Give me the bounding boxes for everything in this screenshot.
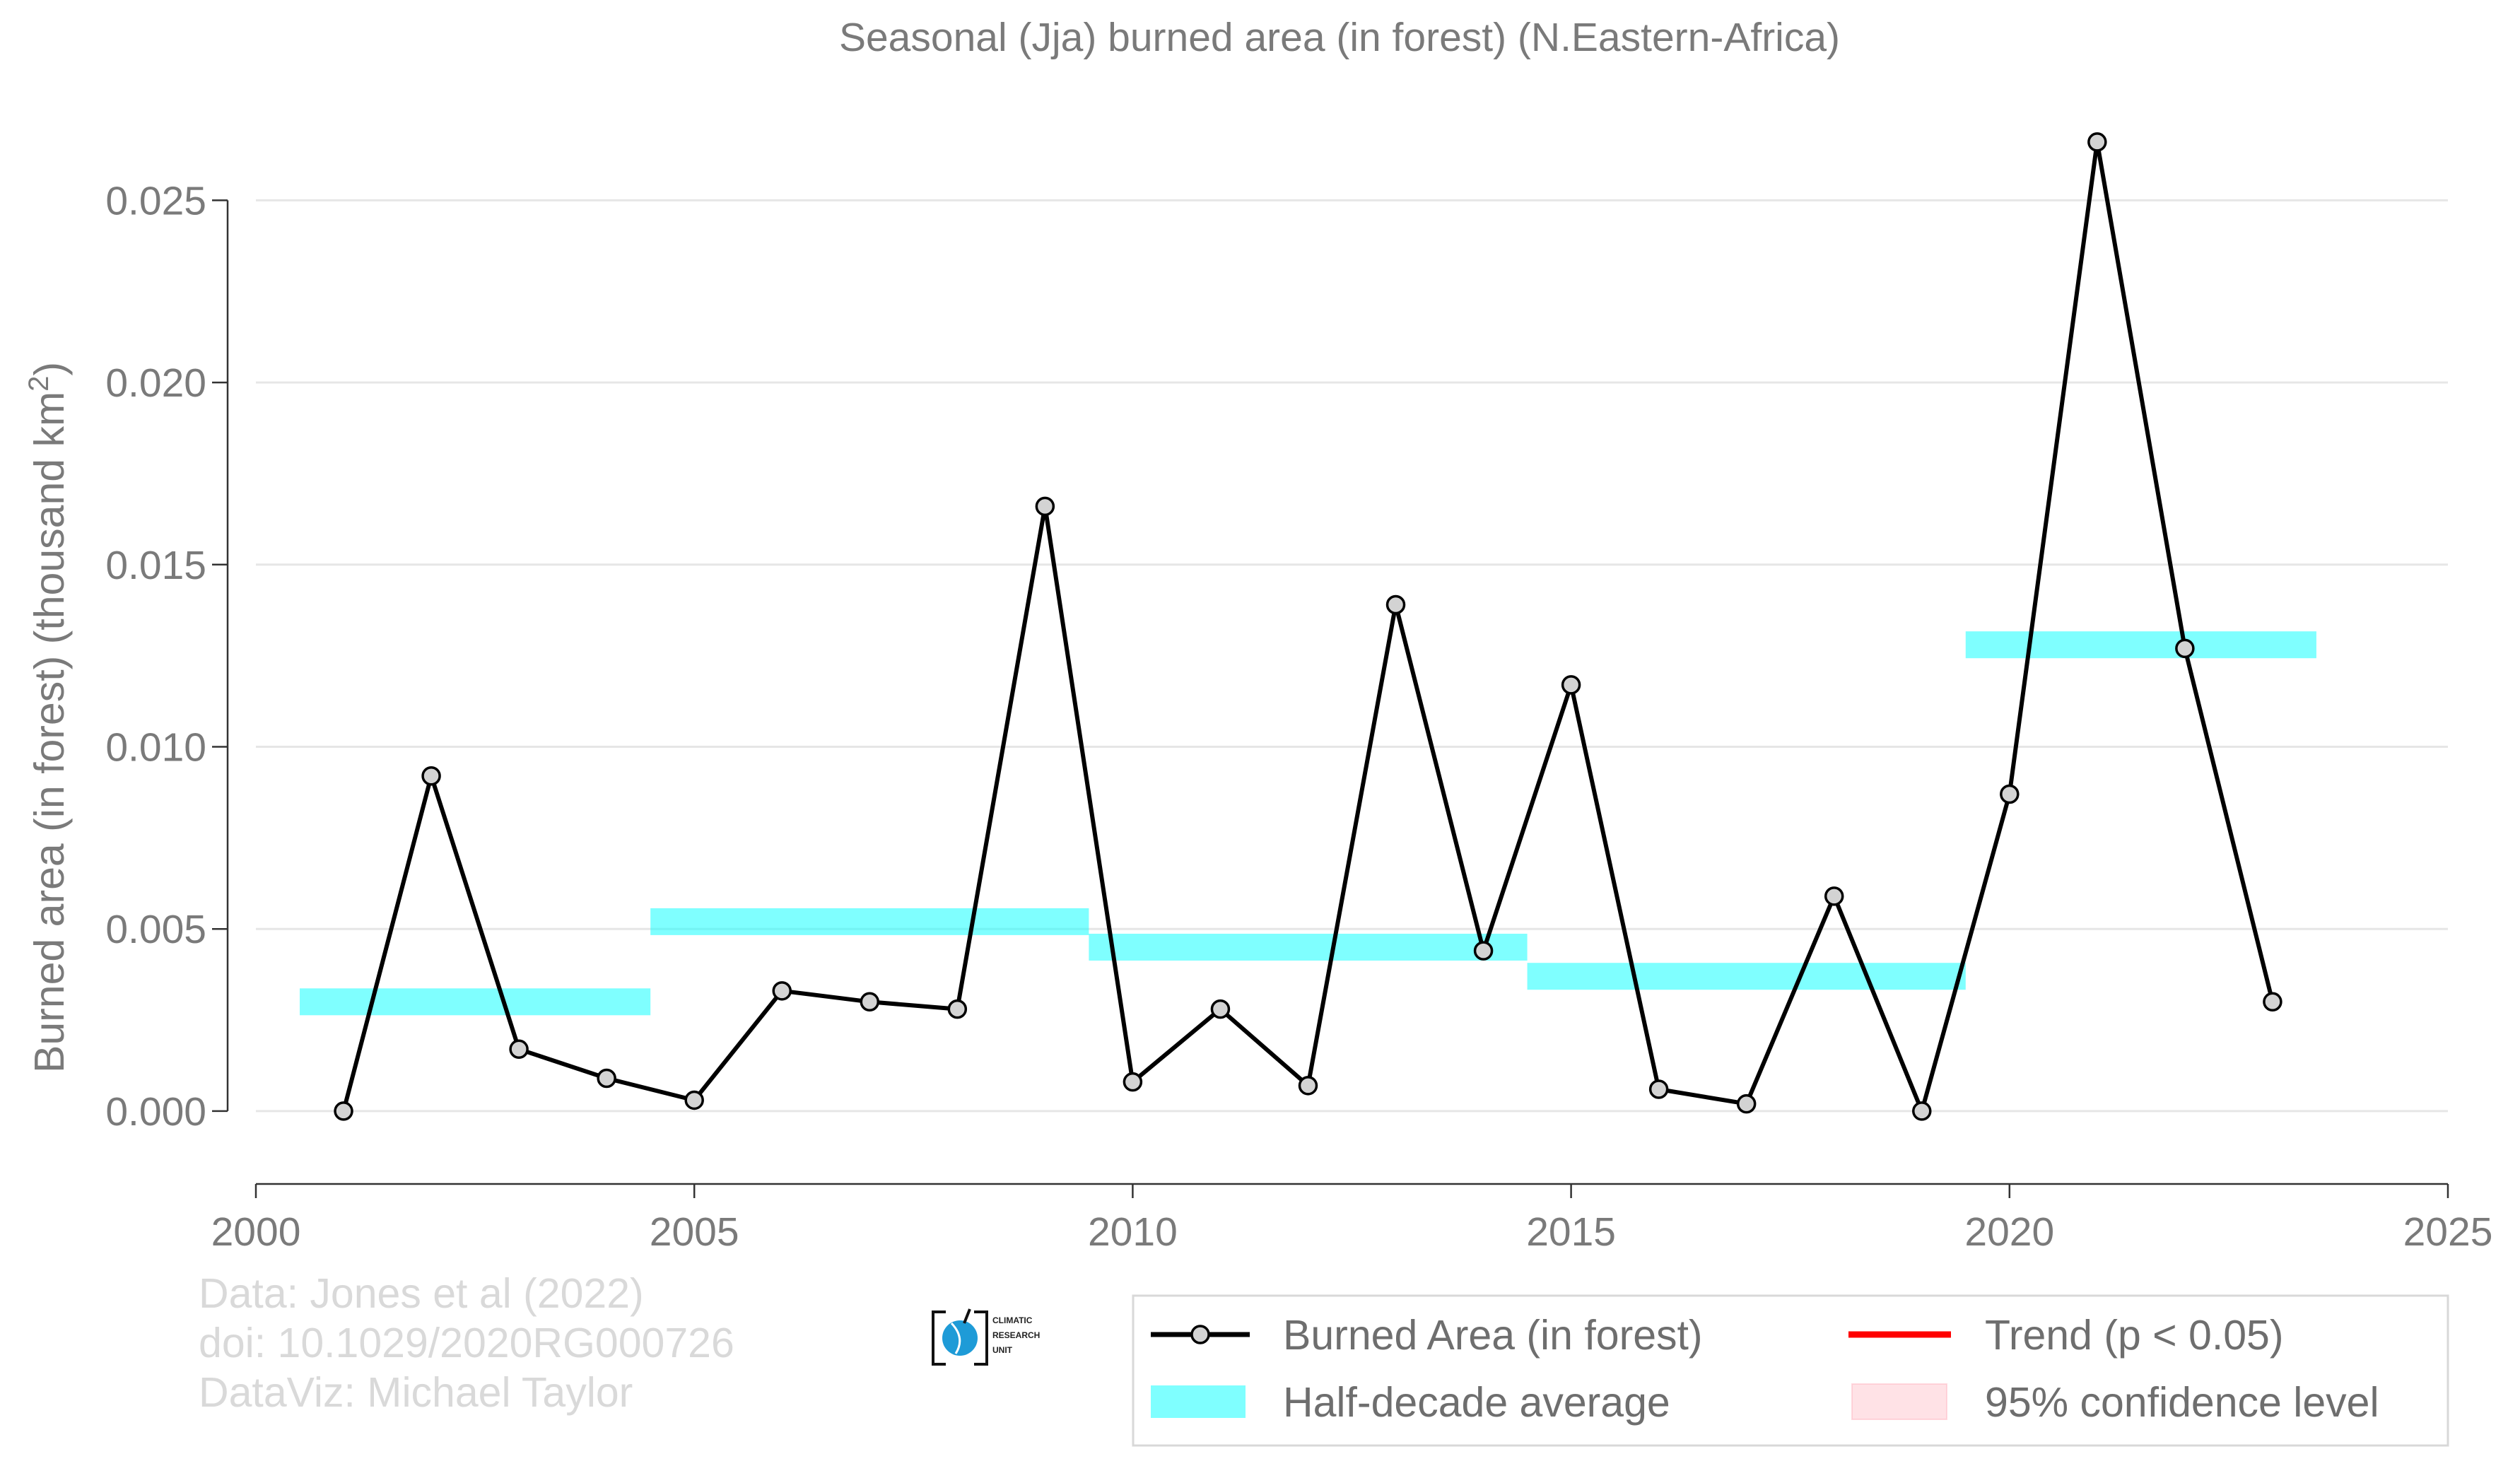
x-tick-label: 2020 bbox=[1964, 1209, 2054, 1255]
y-tick-label: 0.015 bbox=[105, 543, 206, 588]
x-tick-labels: 2000 2005 2010 2015 2020 2025 bbox=[211, 1209, 2493, 1255]
data-point bbox=[947, 999, 968, 1019]
x-tick-label: 2025 bbox=[2403, 1209, 2493, 1255]
axes bbox=[212, 199, 2449, 1198]
y-tick-labels: 0.000 0.005 0.010 0.015 0.020 0.025 bbox=[105, 178, 206, 1134]
half-decade-average-band bbox=[1089, 933, 1528, 961]
data-point bbox=[772, 981, 792, 1001]
logo-text-research: RESEARCH bbox=[992, 1330, 1040, 1340]
y-axis-label-superscript: 2 bbox=[23, 376, 54, 392]
credit-data: Data: Jones et al (2022) bbox=[199, 1270, 644, 1317]
data-point bbox=[1912, 1101, 1932, 1121]
data-point bbox=[334, 1101, 353, 1121]
half-decade-average-band bbox=[1965, 631, 2316, 659]
cru-logo: CLIMATIC RESEARCH UNIT bbox=[932, 1308, 1040, 1366]
legend-half-decade-swatch bbox=[1151, 1385, 1246, 1418]
data-point bbox=[684, 1090, 704, 1110]
data-point bbox=[597, 1068, 616, 1089]
data-point bbox=[1561, 675, 1581, 695]
data-point bbox=[1736, 1093, 1757, 1114]
burned-area-points bbox=[334, 132, 2282, 1121]
logo-bracket-left bbox=[932, 1310, 946, 1366]
y-tick-label: 0.020 bbox=[105, 360, 206, 406]
data-point bbox=[1210, 999, 1231, 1019]
data-point bbox=[1123, 1072, 1143, 1092]
x-tick-label: 2000 bbox=[211, 1209, 301, 1255]
globe-icon-meridian bbox=[950, 1322, 961, 1354]
half-decade-average-band bbox=[1527, 963, 1966, 990]
legend-label-confidence: 95% confidence level bbox=[1985, 1379, 2379, 1426]
data-point bbox=[2087, 132, 2107, 152]
data-point bbox=[1035, 496, 1055, 517]
data-point bbox=[1648, 1079, 1669, 1099]
legend-label-half-decade: Half-decade average bbox=[1283, 1379, 1670, 1426]
legend-burned-area-marker bbox=[1190, 1325, 1210, 1344]
data-point bbox=[1473, 941, 1494, 961]
y-tick-label: 0.005 bbox=[105, 907, 206, 952]
burned-area-line bbox=[341, 139, 2275, 1113]
y-axis-label-close: ) bbox=[26, 362, 73, 376]
legend-confidence-swatch bbox=[1851, 1383, 1947, 1420]
y-axis-label: Burned area (in forest) (thousand km2) bbox=[23, 362, 73, 1073]
y-tick-label: 0.025 bbox=[105, 178, 206, 223]
data-point bbox=[1298, 1076, 1318, 1096]
gridlines bbox=[256, 199, 2448, 1113]
data-point bbox=[860, 992, 880, 1012]
legend: Burned Area (in forest) Trend (p < 0.05)… bbox=[1132, 1294, 2449, 1447]
data-point bbox=[509, 1039, 529, 1060]
data-point bbox=[2263, 992, 2282, 1012]
chart-title: Seasonal (Jja) burned area (in forest) (… bbox=[839, 15, 1840, 60]
y-tick-label: 0.000 bbox=[105, 1089, 206, 1134]
y-axis-label-main: Burned area (in forest) (thousand km bbox=[26, 392, 73, 1073]
legend-label-burned-area: Burned Area (in forest) bbox=[1283, 1312, 1703, 1359]
burned-area-series bbox=[341, 139, 2275, 1113]
data-point bbox=[2000, 784, 2020, 804]
legend-box bbox=[1132, 1294, 2449, 1447]
x-tick-label: 2015 bbox=[1526, 1209, 1616, 1255]
data-point bbox=[1824, 886, 1844, 906]
x-tick-label: 2005 bbox=[650, 1209, 739, 1255]
legend-label-trend: Trend (p < 0.05) bbox=[1985, 1312, 2284, 1359]
logo-bracket-right bbox=[974, 1310, 988, 1366]
y-tick-label: 0.010 bbox=[105, 725, 206, 770]
logo-slash bbox=[963, 1308, 971, 1324]
credits: Data: Jones et al (2022) doi: 10.1029/20… bbox=[199, 1270, 734, 1416]
credit-dataviz: DataViz: Michael Taylor bbox=[199, 1369, 633, 1416]
data-point bbox=[2175, 638, 2195, 659]
data-point bbox=[421, 766, 441, 786]
logo-text-unit: UNIT bbox=[992, 1345, 1013, 1355]
half-decade-average-band bbox=[300, 988, 651, 1016]
logo-text-climatic: CLIMATIC bbox=[992, 1315, 1033, 1325]
half-decade-average-band bbox=[650, 908, 1089, 935]
data-point bbox=[1385, 594, 1406, 615]
half-decade-average-bands bbox=[300, 631, 2316, 1016]
credit-doi: doi: 10.1029/2020RG000726 bbox=[199, 1320, 734, 1366]
x-tick-label: 2010 bbox=[1088, 1209, 1178, 1255]
